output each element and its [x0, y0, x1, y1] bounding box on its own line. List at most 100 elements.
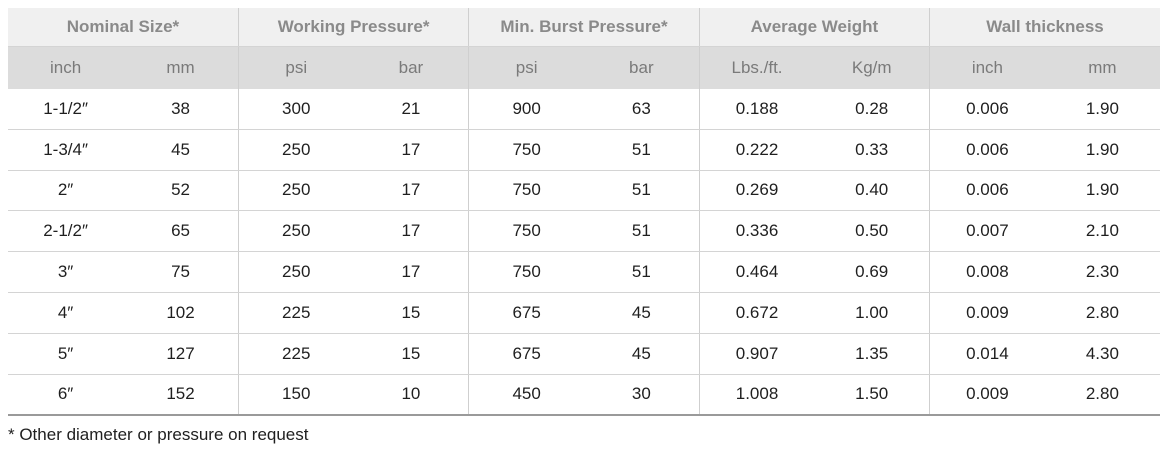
table-cell: 30 [583, 374, 700, 417]
table-cell: 750 [468, 251, 584, 293]
table-cell: 17 [353, 210, 469, 253]
table-cell: 102 [123, 292, 239, 334]
group-header-burst-pressure: Min. Burst Pressure* [468, 8, 700, 47]
table-cell: 2-1/2″ [8, 210, 124, 253]
table-cell: 51 [583, 129, 700, 171]
table-cell: 225 [237, 333, 354, 375]
table-cell: 45 [123, 129, 239, 171]
group-header-wall-thickness: Wall thickness [929, 8, 1160, 47]
table-cell: 75 [123, 251, 239, 293]
unit-header: mm [123, 46, 239, 89]
table-cell: 900 [468, 89, 584, 130]
table-cell: 0.907 [698, 333, 815, 375]
table-cell: 2″ [8, 170, 124, 212]
table-cell: 4″ [8, 292, 124, 334]
table-cell: 0.006 [929, 89, 1045, 130]
unit-header: psi [237, 46, 354, 89]
table-cell: 250 [237, 170, 354, 212]
table-row: 2″ 52 250 17 750 51 0.269 0.40 0.006 1.90 [8, 170, 1160, 212]
table-cell: 51 [583, 210, 700, 253]
unit-header: psi [468, 46, 584, 89]
table-cell: 2.80 [1044, 292, 1160, 334]
table-cell: 52 [123, 170, 239, 212]
table-cell: 45 [583, 333, 700, 375]
table-cell: 150 [237, 374, 354, 417]
table-cell: 0.672 [698, 292, 815, 334]
table-cell: 0.007 [929, 210, 1045, 253]
table-cell: 1.35 [814, 333, 930, 375]
table-row: 2-1/2″ 65 250 17 750 51 0.336 0.50 0.007 2.10 [8, 210, 1160, 253]
table-cell: 51 [583, 170, 700, 212]
table-cell: 2.30 [1044, 251, 1160, 293]
table-cell: 0.269 [698, 170, 815, 212]
table-cell: 0.33 [814, 129, 930, 171]
table-cell: 675 [468, 292, 584, 334]
table-cell: 5″ [8, 333, 124, 375]
table-cell: 10 [353, 374, 469, 417]
hose-spec-table: Nominal Size* Working Pressure* Min. Bur… [8, 8, 1160, 417]
unit-header: Kg/m [814, 46, 930, 89]
table-body: 1-1/2″ 38 300 21 900 63 0.188 0.28 0.006 1.90 1-3/… [8, 89, 1160, 417]
table-cell: 750 [468, 129, 584, 171]
table-cell: 0.50 [814, 210, 930, 253]
table-cell: 0.28 [814, 89, 930, 130]
table-cell: 300 [237, 89, 354, 130]
table-cell: 1.90 [1044, 170, 1160, 212]
table-row: 5″ 127 225 15 675 45 0.907 1.35 0.014 4.30 [8, 333, 1160, 375]
table-cell: 0.40 [814, 170, 930, 212]
table-cell: 45 [583, 292, 700, 334]
table-cell: 63 [583, 89, 700, 130]
table-cell: 1.008 [698, 374, 815, 417]
unit-header: inch [929, 46, 1045, 89]
table-cell: 250 [237, 129, 354, 171]
unit-header: bar [583, 46, 700, 89]
table-cell: 0.006 [929, 129, 1045, 171]
table-cell: 1.50 [814, 374, 930, 417]
footnote: * Other diameter or pressure on request [8, 425, 309, 444]
table-cell: 17 [353, 170, 469, 212]
table-cell: 15 [353, 292, 469, 334]
table-cell: 2.80 [1044, 374, 1160, 417]
table-cell: 0.009 [929, 374, 1045, 417]
table-cell: 38 [123, 89, 239, 130]
table-cell: 0.006 [929, 170, 1045, 212]
table-cell: 4.30 [1044, 333, 1160, 375]
unit-header: mm [1044, 46, 1160, 89]
group-header-average-weight: Average Weight [698, 8, 930, 47]
table-cell: 17 [353, 251, 469, 293]
table-cell: 65 [123, 210, 239, 253]
table-cell: 250 [237, 210, 354, 253]
table-cell: 1-3/4″ [8, 129, 124, 171]
table-cell: 0.222 [698, 129, 815, 171]
table-row: 6″ 152 150 10 450 30 1.008 1.50 0.009 2.80 [8, 374, 1160, 417]
group-header-row: Nominal Size* Working Pressure* Min. Bur… [8, 8, 1160, 47]
group-header-working-pressure: Working Pressure* [237, 8, 469, 47]
table-cell: 750 [468, 170, 584, 212]
table-row: 3″ 75 250 17 750 51 0.464 0.69 0.008 2.30 [8, 251, 1160, 293]
table-cell: 17 [353, 129, 469, 171]
table-cell: 15 [353, 333, 469, 375]
table-cell: 1.90 [1044, 89, 1160, 130]
table-cell: 225 [237, 292, 354, 334]
group-header-nominal-size: Nominal Size* [8, 8, 239, 47]
unit-header: Lbs./ft. [698, 46, 815, 89]
unit-header: bar [353, 46, 469, 89]
table-cell: 750 [468, 210, 584, 253]
table-cell: 152 [123, 374, 239, 417]
table-cell: 2.10 [1044, 210, 1160, 253]
table-cell: 250 [237, 251, 354, 293]
table-cell: 0.014 [929, 333, 1045, 375]
table-row: 4″ 102 225 15 675 45 0.672 1.00 0.009 2.80 [8, 292, 1160, 334]
table-cell: 6″ [8, 374, 124, 417]
table-cell: 51 [583, 251, 700, 293]
unit-header-row: inch mm psi bar psi bar Lbs./ft. Kg/m in… [8, 46, 1160, 89]
table-cell: 450 [468, 374, 584, 417]
table-cell: 1.90 [1044, 129, 1160, 171]
table-cell: 3″ [8, 251, 124, 293]
table-cell: 0.188 [698, 89, 815, 130]
table-row: 1-1/2″ 38 300 21 900 63 0.188 0.28 0.006 1.90 [8, 89, 1160, 130]
table-cell: 0.464 [698, 251, 815, 293]
table-cell: 1.00 [814, 292, 930, 334]
unit-header: inch [8, 46, 124, 89]
